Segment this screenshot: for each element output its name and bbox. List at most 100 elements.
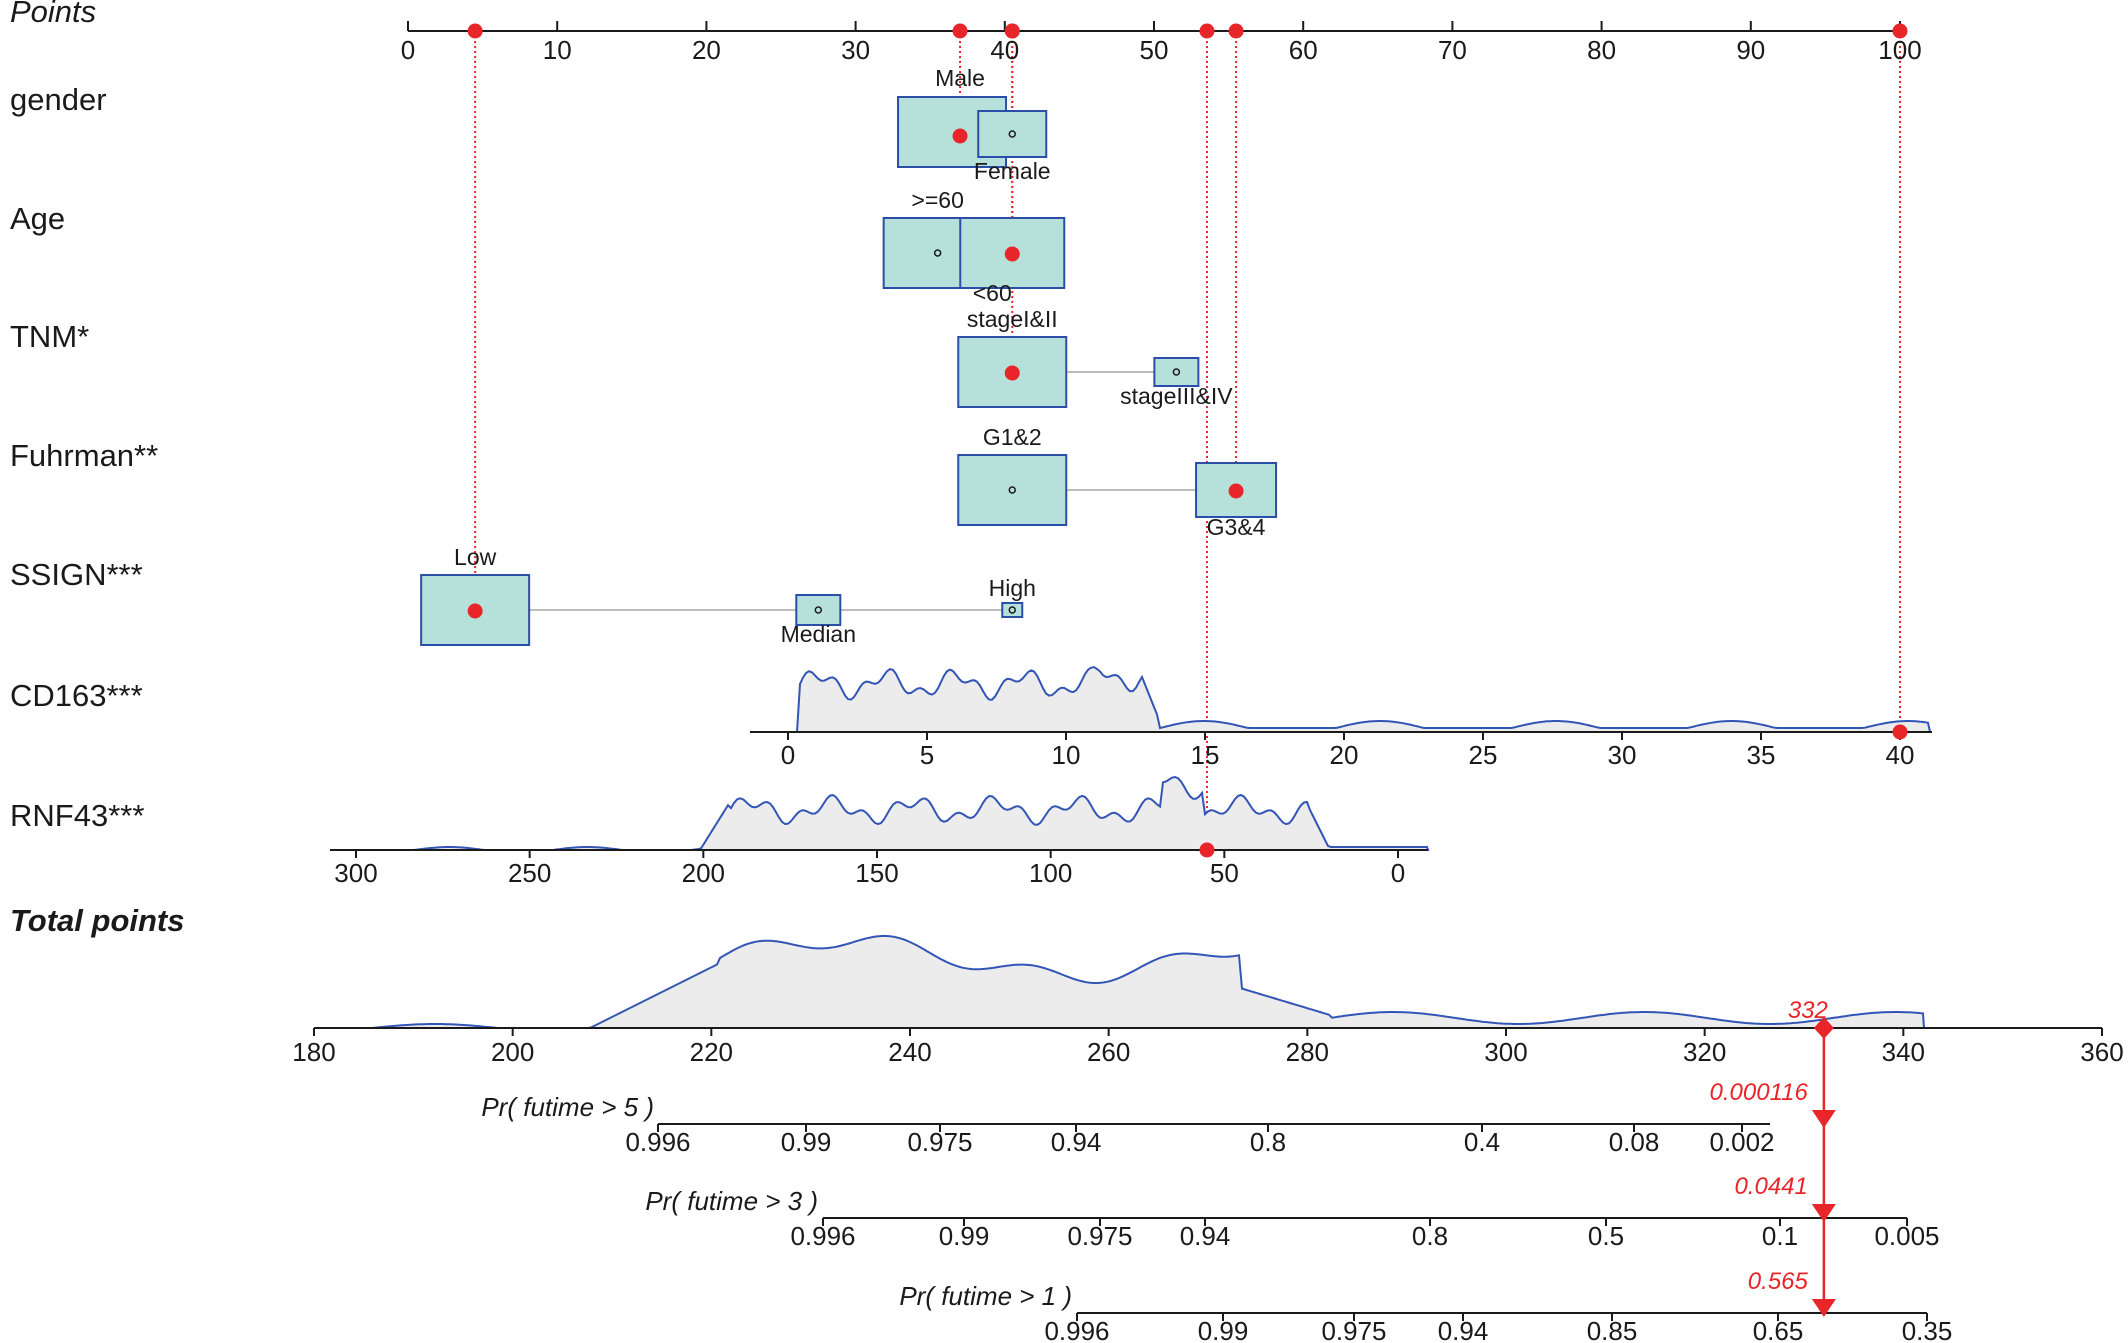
cd163-tick-label: 20 <box>1330 740 1359 770</box>
probability-tick-label: 0.99 <box>781 1127 832 1157</box>
rnf43-tick-label: 200 <box>682 858 725 888</box>
points-axis-marker <box>467 23 483 39</box>
level-center-dot <box>814 606 823 614</box>
rnf43-tick-label: 0 <box>1391 858 1405 888</box>
level-box <box>1001 602 1024 618</box>
points-axis-tick-label: 90 <box>1736 35 1765 65</box>
points-axis-title: Points <box>10 0 96 29</box>
total-points-tick-label: 200 <box>491 1037 534 1067</box>
points-axis-tick-label: 70 <box>1438 35 1467 65</box>
selected-level-marker <box>952 128 968 144</box>
selected-level-marker <box>467 603 483 619</box>
cd163-tick-label: 30 <box>1608 740 1637 770</box>
level-label: Median <box>781 621 856 647</box>
probability-arrowhead <box>1811 1299 1836 1317</box>
probability-tick-label: 0.99 <box>1198 1316 1249 1343</box>
probability-tick-label: 0.85 <box>1587 1316 1638 1343</box>
level-label: stageIII&IV <box>1120 383 1233 409</box>
level-label: G3&4 <box>1207 514 1266 540</box>
total-points-tick-label: 300 <box>1484 1037 1527 1067</box>
probability-tick-label: 0.99 <box>939 1221 990 1251</box>
points-axis-marker <box>1004 23 1020 39</box>
total-points-tick-label: 220 <box>690 1037 733 1067</box>
points-axis-tick-label: 50 <box>1140 35 1169 65</box>
probability-tick-label: 0.1 <box>1762 1221 1798 1251</box>
probability-axis-title: Pr( futime > 1 ) <box>899 1281 1072 1311</box>
probability-arrowhead <box>1811 1110 1836 1128</box>
points-axis-marker <box>1228 23 1244 39</box>
probability-tick-label: 0.5 <box>1588 1221 1624 1251</box>
variable-label: Fuhrman** <box>10 438 158 473</box>
probability-axis-title: Pr( futime > 3 ) <box>645 1186 818 1216</box>
total-points-density <box>371 934 1926 1029</box>
points-axis-tick-label: 20 <box>692 35 721 65</box>
total-points-tick-label: 360 <box>2080 1037 2123 1067</box>
probability-value-label: 0.000116 <box>1710 1079 1809 1106</box>
level-center-dot <box>1008 606 1017 614</box>
rnf43-tick-label: 300 <box>334 858 377 888</box>
probability-tick-label: 0.002 <box>1709 1127 1774 1157</box>
total-points-tick-label: 180 <box>292 1037 335 1067</box>
probability-tick-label: 0.975 <box>1067 1221 1132 1251</box>
level-center-dot <box>933 249 942 257</box>
rnf43-density <box>356 775 1430 851</box>
density-layer <box>356 666 1932 1029</box>
probability-tick-label: 0.975 <box>907 1127 972 1157</box>
probability-tick-label: 0.996 <box>1044 1316 1109 1343</box>
points-axis-marker <box>1199 23 1215 39</box>
probability-tick-label: 0.94 <box>1180 1221 1231 1251</box>
level-label: Male <box>935 65 985 91</box>
level-label: <60 <box>973 280 1012 306</box>
level-box <box>977 110 1048 158</box>
level-label: High <box>989 575 1036 601</box>
total-points-diamond-marker <box>1813 1017 1834 1039</box>
probability-tick-label: 0.005 <box>1874 1221 1939 1251</box>
cd163-tick-label: 10 <box>1052 740 1081 770</box>
points-axis-tick-label: 40 <box>990 35 1019 65</box>
probability-tick-label: 0.8 <box>1412 1221 1448 1251</box>
variable-label: Age <box>10 201 65 236</box>
level-box <box>1153 357 1200 387</box>
level-label: Female <box>974 158 1051 184</box>
level-box <box>957 454 1068 526</box>
probability-arrowhead <box>1811 1204 1836 1222</box>
cd163-tick-label: 0 <box>781 740 795 770</box>
probability-axis-title: Pr( futime > 5 ) <box>481 1092 654 1122</box>
probability-tick-label: 0.8 <box>1250 1127 1286 1157</box>
level-label: stageI&II <box>967 306 1058 332</box>
category-boxes-layer <box>420 96 1278 646</box>
level-label: Low <box>454 544 497 570</box>
variable-label: RNF43*** <box>10 798 144 833</box>
total-points-tick-label: 340 <box>1882 1037 1925 1067</box>
cd163-tick-label: 15 <box>1191 740 1220 770</box>
total-points-tick-label: 240 <box>888 1037 931 1067</box>
points-axis-marker <box>952 23 968 39</box>
cd163-tick-label: 5 <box>920 740 934 770</box>
cd163-density <box>788 666 1932 733</box>
rnf43-tick-label: 250 <box>508 858 551 888</box>
level-box <box>795 594 842 626</box>
rnf43-tick-label: 100 <box>1029 858 1072 888</box>
level-center-dot <box>1008 130 1017 138</box>
points-axis-marker <box>1892 23 1908 39</box>
probability-tick-label: 0.4 <box>1464 1127 1500 1157</box>
probability-tick-label: 0.35 <box>1902 1316 1953 1343</box>
level-label: >=60 <box>911 187 963 213</box>
points-axis-tick-label: 30 <box>841 35 870 65</box>
probability-value-label: 0.565 <box>1748 1268 1809 1295</box>
probability-tick-label: 0.65 <box>1753 1316 1804 1343</box>
variable-label: TNM* <box>10 319 89 354</box>
probability-tick-label: 0.94 <box>1051 1127 1102 1157</box>
total-points-title: Total points <box>10 903 185 938</box>
rnf43-selected-marker <box>1199 842 1215 858</box>
variable-label: CD163*** <box>10 678 143 713</box>
total-points-tick-label: 260 <box>1087 1037 1130 1067</box>
variable-label: gender <box>10 82 107 117</box>
probability-tick-label: 0.08 <box>1609 1127 1660 1157</box>
cd163-tick-label: 25 <box>1469 740 1498 770</box>
total-points-tick-label: 320 <box>1683 1037 1726 1067</box>
selected-level-marker <box>1228 483 1244 499</box>
rnf43-tick-label: 50 <box>1210 858 1239 888</box>
